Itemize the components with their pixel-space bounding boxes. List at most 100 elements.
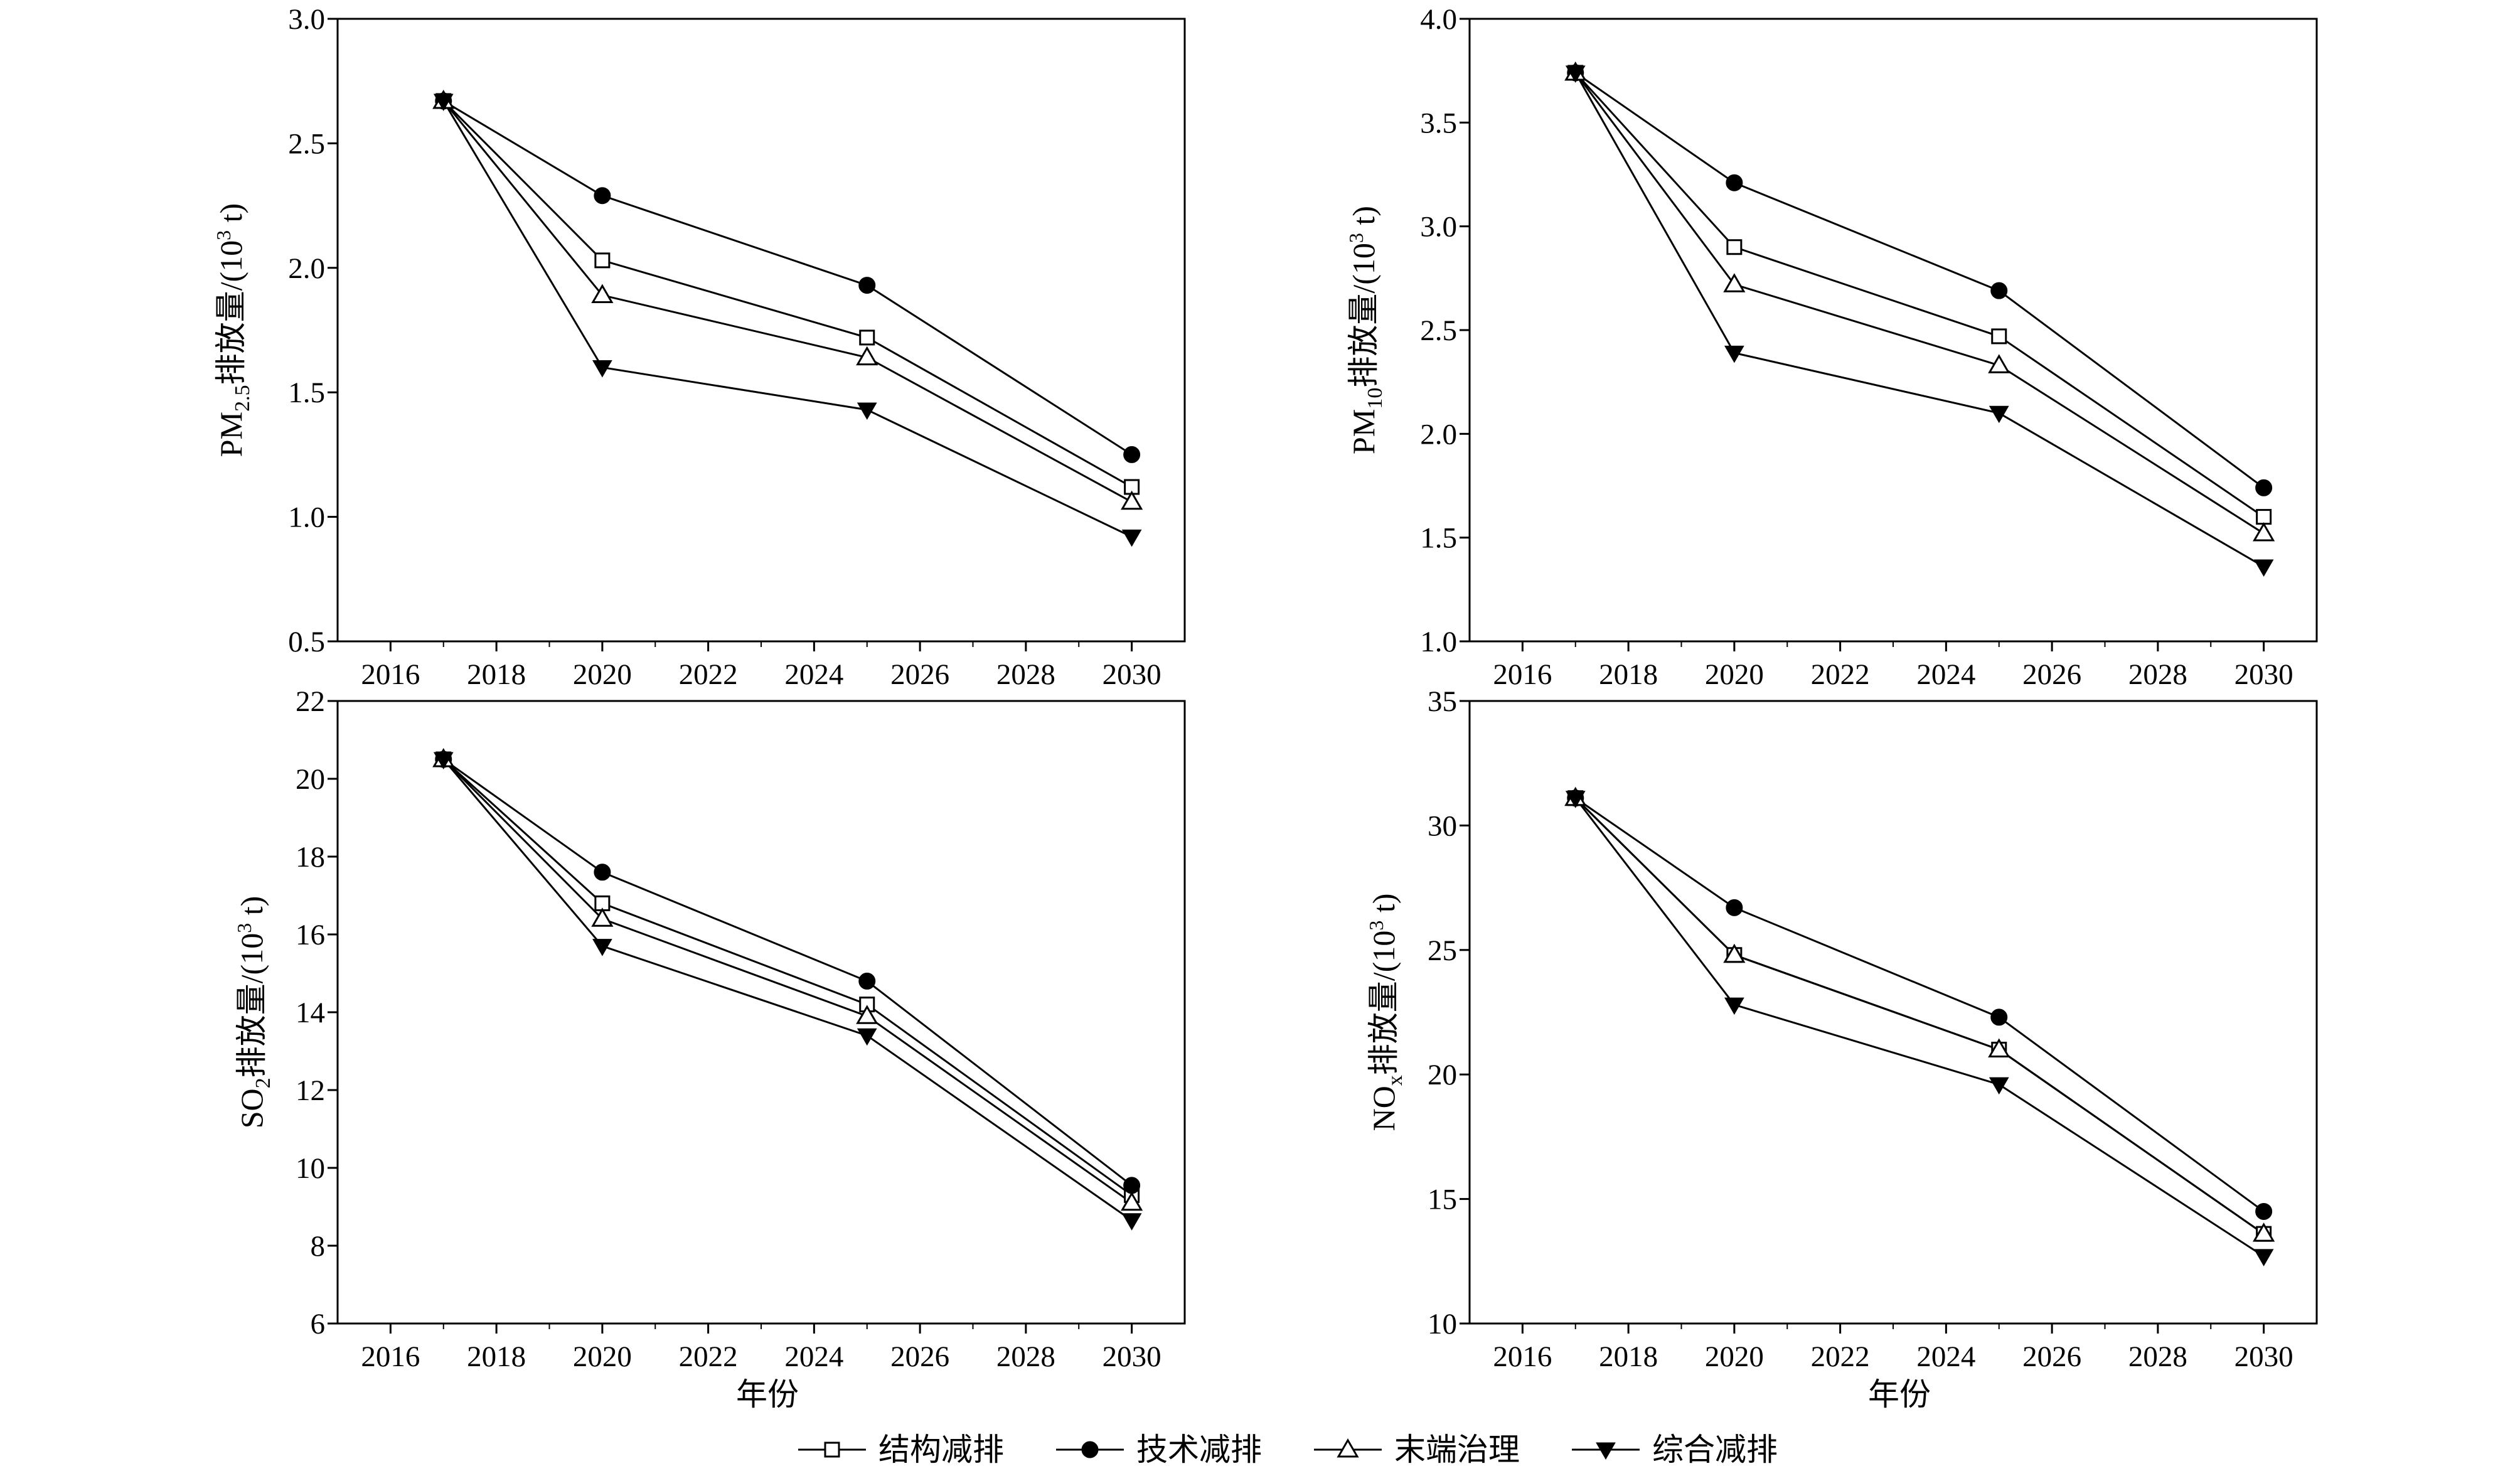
y-title-end: t) [1346,206,1381,233]
x-tick-label: 2026 [2022,1340,2081,1373]
data-point-s4 [1724,997,1744,1015]
data-point-s2 [1990,282,2008,299]
data-point-s2 [594,864,611,881]
legend-label: 技术减排 [1136,1432,1262,1467]
x-tick-label: 2016 [361,1340,420,1373]
data-point-s3 [1988,1038,2010,1058]
data-point-s4 [1565,65,1586,83]
series-line-1 [442,100,1133,488]
x-tick-label: 2024 [1916,1340,1975,1373]
data-point-s1 [2256,509,2272,525]
data-point-s4 [857,1028,877,1046]
x-tick-label: 2024 [784,1340,843,1373]
x-tick-label: 2026 [890,658,949,691]
legend-marker [1596,1442,1616,1460]
x-tick-label: 2026 [890,1340,949,1373]
x-tick-label: 2016 [1493,658,1552,691]
y-tick-label: 16 [296,919,325,951]
x-tick-label: 2026 [2022,658,2081,691]
x-tick-label: 2020 [1705,1340,1764,1373]
y-tick-label: 6 [311,1308,326,1340]
legend-item-1: 结构减排 [798,1432,1004,1467]
data-point-s4 [1121,1213,1142,1231]
data-point-s2 [1123,1177,1141,1194]
x-tick-label: 2018 [1599,1340,1658,1373]
data-point-s1 [1726,239,1743,255]
y-tick-label: 12 [296,1074,325,1107]
data-point-s2 [858,277,876,294]
x-tick-label: 2028 [996,658,1055,691]
y-tick-label: 0.5 [288,626,325,658]
plot-frame [1468,18,2318,643]
y-tick-label: 3.0 [288,3,325,36]
data-point-s1 [1991,328,2007,345]
y-title-sup: 3 [1345,233,1367,243]
data-point-s2 [1726,174,1743,191]
legend-item-2: 技术减排 [1056,1432,1262,1467]
y-tick-label: 15 [1428,1184,1457,1216]
y-tick-label: 2.0 [288,252,325,285]
series-line-1 [1574,72,2265,518]
legend-marker [1337,1438,1359,1458]
data-point-s3 [1121,490,1143,510]
y-title-sup: 3 [212,230,235,240]
series-line-2 [1574,72,2265,489]
y-tick-label: 2.0 [1420,418,1457,451]
data-point-s4 [433,94,454,111]
data-point-s4 [857,402,877,420]
x-tick-label: 2024 [1916,658,1975,691]
x-tick-label: 2018 [467,1340,526,1373]
x-tick-label: 2016 [361,658,420,691]
plot-frame [336,18,1186,643]
data-point-s3 [2253,522,2275,542]
y-tick-label: 4.0 [1420,3,1457,36]
data-point-s2 [2255,479,2273,496]
y-tick-label: 10 [1428,1308,1457,1340]
x-tick-label: 2018 [1599,658,1658,691]
chart-panel-3: 2016 2018 2020 2022 2024 2026 2028 203068101214… [233,685,1186,1412]
data-point-s1 [859,329,875,346]
data-point-s2 [858,972,876,990]
data-point-s1 [594,252,611,269]
data-point-s3 [1988,354,2010,373]
x-tick-label: 2028 [2128,658,2187,691]
y-title-mid: 排放量/(10 [213,240,248,385]
y-tick-label: 30 [1428,810,1457,842]
y-tick-label: 3.0 [1420,211,1457,243]
y-tick-label: 8 [311,1230,326,1263]
y-title-sub: 2 [252,1078,275,1088]
y-axis-title: PM2.5排放量/(103 t) [212,203,254,457]
x-axis-title: 年份 [736,1377,799,1412]
y-title-end: t) [1366,894,1401,921]
y-title-sup: 3 [233,923,255,933]
y-tick-label: 1.5 [1420,522,1457,555]
y-tick-label: 35 [1428,685,1457,718]
series-line-4 [1574,797,2265,1258]
series-line-1 [1574,797,2265,1235]
y-tick-label: 18 [296,841,325,874]
data-point-s3 [2253,1222,2275,1242]
series-line-3 [442,100,1133,503]
series-line-4 [442,100,1133,538]
legend-item-3: 末端治理 [1314,1432,1520,1467]
series-line-4 [1574,72,2265,568]
y-title-sub: x [1384,1075,1407,1086]
y-title-mid: 排放量/(10 [234,933,269,1078]
x-tick-label: 2020 [573,658,632,691]
data-point-s4 [1989,405,2009,424]
y-tick-label: 22 [296,685,325,718]
x-tick-label: 2022 [679,658,738,691]
x-tick-label: 2028 [2128,1340,2187,1373]
y-title-base: SO [234,1088,269,1128]
x-tick-label: 2016 [1493,1340,1552,1373]
legend-label: 结构减排 [878,1432,1004,1467]
x-tick-label: 2020 [1705,658,1764,691]
legend-item-4: 综合减排 [1572,1432,1778,1467]
plot-frame [336,700,1186,1325]
data-point-s4 [433,752,454,770]
chart-panel-2: 2016 2018 2020 2022 2024 2026 2028 2030 1.0 1.5 2.… [1345,3,2318,691]
series-line-4 [442,759,1133,1221]
x-axis-title: 年份 [1868,1377,1931,1412]
y-title-base: NO [1366,1086,1401,1131]
data-point-s3 [856,346,878,366]
